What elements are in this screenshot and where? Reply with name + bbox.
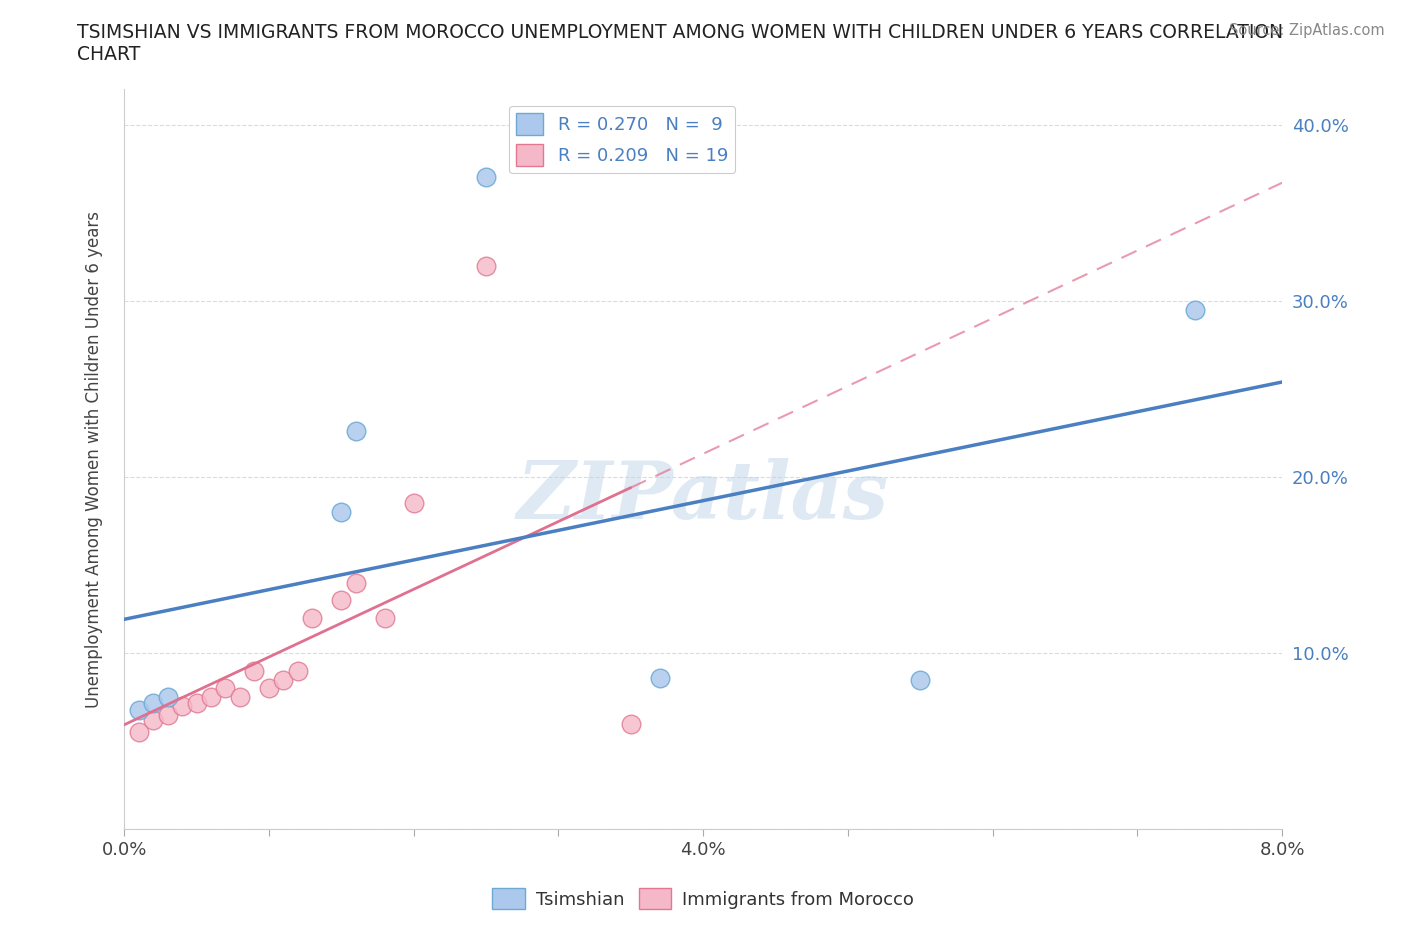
Text: TSIMSHIAN VS IMMIGRANTS FROM MOROCCO UNEMPLOYMENT AMONG WOMEN WITH CHILDREN UNDE: TSIMSHIAN VS IMMIGRANTS FROM MOROCCO UNE… (77, 23, 1284, 64)
Legend: R = 0.270   N =  9, R = 0.209   N = 19: R = 0.270 N = 9, R = 0.209 N = 19 (509, 106, 735, 173)
Point (156, 708, 179, 723)
Point (142, 712, 165, 727)
Point (273, 672, 295, 687)
Point (330, 593, 353, 608)
Point (648, 671, 671, 685)
Point (229, 690, 252, 705)
Point (301, 610, 323, 625)
Text: Source: ZipAtlas.com: Source: ZipAtlas.com (1229, 23, 1385, 38)
Point (156, 690, 179, 705)
Legend: Tsimshian, Immigrants from Morocco: Tsimshian, Immigrants from Morocco (485, 881, 921, 916)
Point (1184, 302, 1206, 317)
Point (475, 259, 498, 273)
Point (170, 698, 193, 713)
Point (344, 424, 367, 439)
Point (910, 672, 932, 687)
Point (344, 576, 367, 591)
Point (128, 702, 150, 717)
Y-axis label: Unemployment Among Women with Children Under 6 years: Unemployment Among Women with Children U… (86, 211, 103, 708)
Point (374, 610, 396, 625)
Point (142, 695, 165, 710)
Point (287, 663, 309, 678)
Point (214, 681, 236, 696)
Point (128, 725, 150, 740)
Point (475, 170, 498, 185)
Point (257, 681, 280, 696)
Point (402, 496, 425, 511)
Text: ZIPatlas: ZIPatlas (517, 458, 889, 535)
Point (620, 716, 643, 731)
Point (243, 663, 266, 678)
Point (186, 695, 208, 710)
Point (330, 505, 353, 520)
Point (200, 690, 222, 705)
